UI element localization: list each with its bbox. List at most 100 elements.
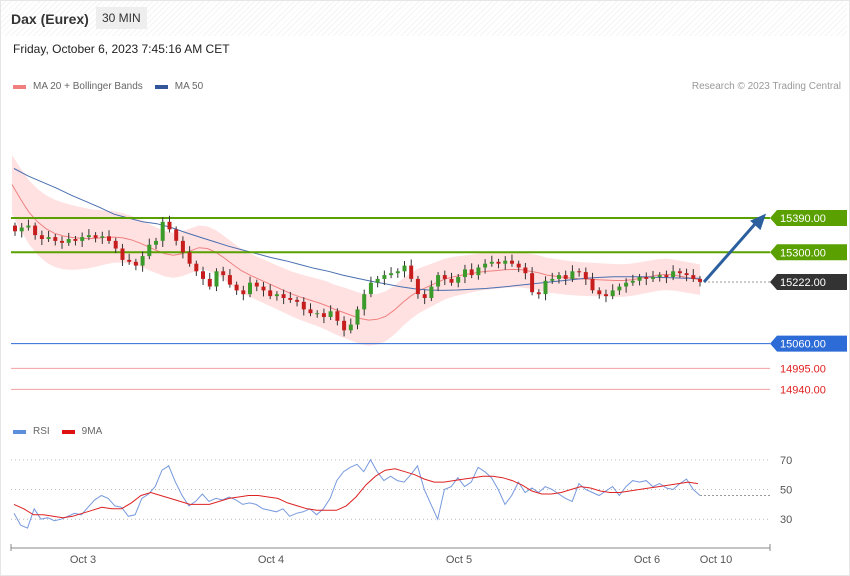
candle-body — [248, 282, 252, 295]
candle-body — [496, 261, 501, 264]
forecast-arrow-head — [750, 213, 767, 231]
candle-body — [53, 237, 58, 241]
level-label-support: 15060.00 — [780, 339, 826, 351]
candle-body — [530, 273, 535, 293]
legend-item-9ma: 9MA — [61, 426, 102, 437]
candle-body — [389, 273, 394, 276]
candle-body — [19, 227, 24, 232]
candle-body — [395, 271, 400, 274]
candle-body — [66, 239, 71, 243]
legend-swatch-ma20 — [13, 84, 26, 89]
candle-body — [476, 267, 481, 276]
legend-item-rsi: RSI — [13, 426, 50, 437]
candle-body — [73, 239, 78, 241]
candle-body — [194, 263, 199, 272]
legend-label-rsi: RSI — [33, 426, 50, 437]
candle-body — [610, 290, 615, 297]
candle-body — [543, 280, 548, 295]
candle-body — [684, 273, 689, 276]
legend-swatch-9ma — [61, 429, 75, 434]
candle-body — [516, 263, 521, 268]
x-tick-label: Oct 10 — [700, 554, 732, 566]
candle-body — [335, 311, 340, 321]
x-axis: Oct 3 Oct 4 Oct 5 Oct 6 Oct 10 — [10, 544, 771, 566]
candle-body — [60, 240, 64, 243]
interval-selector[interactable]: 30 MIN — [96, 7, 147, 29]
candle-body — [604, 294, 608, 297]
candle-body — [489, 261, 494, 264]
candle-body — [415, 278, 420, 295]
candle-body — [597, 290, 602, 295]
candle-body — [207, 278, 212, 287]
candle-body — [456, 277, 461, 283]
candle-body — [328, 311, 333, 317]
candle-body — [651, 277, 655, 279]
instrument-title: Dax (Eurex) — [11, 11, 89, 27]
candle-body — [348, 324, 353, 331]
candle-body — [308, 309, 313, 314]
candles-layer — [13, 215, 702, 337]
x-tick-label: Oct 3 — [70, 554, 96, 566]
candle-body — [510, 260, 514, 264]
candle-body — [375, 278, 380, 283]
candle-body — [617, 286, 622, 291]
candle-body — [174, 229, 179, 241]
candle-body — [677, 271, 682, 274]
candle-body — [26, 225, 31, 228]
legend-item-ma20: MA 20 + Bollinger Bands — [13, 81, 143, 92]
legend-swatch-rsi — [13, 429, 26, 434]
level-label-target: 14995.00 — [780, 363, 826, 375]
candle-body — [261, 286, 266, 291]
candle-body — [577, 271, 582, 273]
copyright-note: Research © 2023 Trading Central — [691, 81, 841, 92]
rsi-legend: RSI 9MA — [13, 426, 114, 437]
forecast-arrow-shaft — [702, 223, 757, 283]
candle-body — [671, 271, 676, 277]
candle-body — [167, 221, 172, 230]
candle-body — [563, 275, 568, 279]
candle-body — [86, 235, 91, 238]
candle-body — [221, 271, 226, 276]
candle-body — [295, 299, 300, 302]
x-tick-label: Oct 4 — [258, 554, 284, 566]
candle-body — [274, 294, 279, 297]
candle-body — [147, 244, 152, 257]
candle-body — [214, 271, 219, 287]
candle-body — [644, 277, 649, 279]
candle-body — [483, 263, 488, 268]
forecast-arrow-layer — [702, 213, 767, 283]
level-lines-layer — [11, 217, 770, 390]
candle-body — [13, 225, 17, 232]
candle-body — [100, 236, 105, 238]
candle-body — [93, 235, 98, 238]
candle-body — [355, 309, 360, 325]
candle-body — [503, 260, 508, 264]
candle-body — [382, 275, 387, 279]
legend-label-ma50: MA 50 — [174, 81, 204, 92]
candle-body — [523, 267, 528, 274]
level-label-resistance: 15390.00 — [780, 213, 826, 225]
price-legend: MA 20 + Bollinger Bands MA 50 — [13, 81, 215, 92]
candle-body — [570, 271, 575, 279]
candle-body — [657, 275, 662, 277]
candle-body — [637, 277, 642, 281]
rsi-tick-label: 50 — [780, 485, 792, 497]
candle-body — [402, 265, 407, 272]
level-tag-current — [770, 273, 847, 290]
level-label-current: 15222.00 — [780, 277, 826, 289]
candle-body — [442, 275, 447, 279]
candle-body — [469, 269, 474, 276]
candle-body — [590, 278, 595, 291]
rsi-9ma-line — [13, 468, 699, 519]
candle-body — [422, 294, 427, 298]
candle-body — [362, 294, 367, 310]
candle-body — [583, 272, 588, 279]
candle-body — [429, 286, 434, 298]
rsi-line — [13, 458, 701, 529]
level-tag-resistance — [770, 244, 847, 261]
candle-body — [254, 282, 259, 287]
candle-body — [624, 282, 629, 287]
candle-body — [120, 248, 125, 260]
candle-body — [691, 275, 696, 279]
